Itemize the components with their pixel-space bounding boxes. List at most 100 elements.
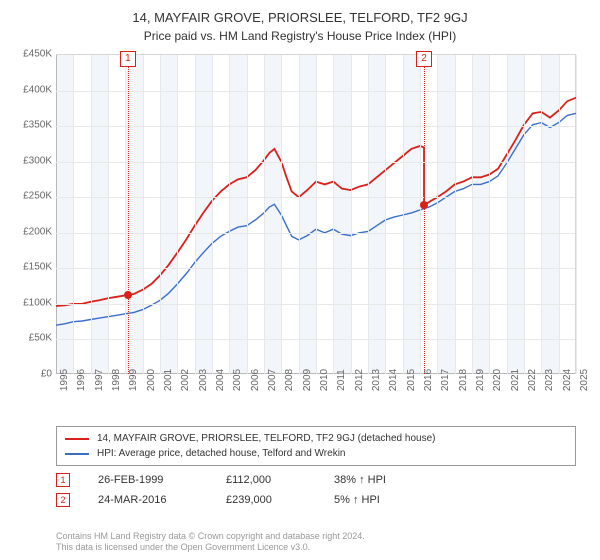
gridline-v <box>351 55 352 374</box>
gridline-v <box>91 55 92 374</box>
y-tick-label: £400K <box>8 84 52 95</box>
gridline-v <box>195 55 196 374</box>
gridline-v <box>385 55 386 374</box>
gridline-v <box>316 55 317 374</box>
gridline-v <box>368 55 369 374</box>
x-tick-label: 2015 <box>406 369 417 391</box>
x-tick-label: 2002 <box>180 369 191 391</box>
sale-marker-flag: 2 <box>416 51 432 67</box>
footer-line: This data is licensed under the Open Gov… <box>56 542 576 554</box>
x-tick-label: 2024 <box>562 369 573 391</box>
y-tick-label: £200K <box>8 226 52 237</box>
sale-marker-box: 1 <box>56 473 70 487</box>
gridline-v <box>212 55 213 374</box>
legend-box: 14, MAYFAIR GROVE, PRIORSLEE, TELFORD, T… <box>56 426 576 466</box>
legend-label: HPI: Average price, detached house, Telf… <box>97 448 346 459</box>
gridline-v <box>73 55 74 374</box>
x-tick-label: 1997 <box>94 369 105 391</box>
x-tick-label: 1999 <box>128 369 139 391</box>
footer-attribution: Contains HM Land Registry data © Crown c… <box>56 531 576 554</box>
y-tick-label: £450K <box>8 49 52 60</box>
sale-delta: 38% ↑ HPI <box>334 474 424 486</box>
x-tick-label: 2019 <box>475 369 486 391</box>
gridline-v <box>143 55 144 374</box>
gridline-v <box>264 55 265 374</box>
legend-label: 14, MAYFAIR GROVE, PRIORSLEE, TELFORD, T… <box>97 433 435 444</box>
legend-swatch <box>65 453 89 455</box>
legend-swatch <box>65 438 89 440</box>
y-tick-label: £50K <box>8 333 52 344</box>
gridline-v <box>559 55 560 374</box>
gridline-v <box>489 55 490 374</box>
gridline-v <box>420 55 421 374</box>
x-tick-label: 2014 <box>388 369 399 391</box>
gridline-v <box>524 55 525 374</box>
sale-marker-dot <box>124 291 132 299</box>
x-tick-label: 2025 <box>579 369 590 391</box>
gridline-v <box>281 55 282 374</box>
plot-area: 12 <box>56 54 576 374</box>
x-tick-label: 2018 <box>458 369 469 391</box>
x-tick-label: 2010 <box>319 369 330 391</box>
gridline-v <box>108 55 109 374</box>
legend-item: 14, MAYFAIR GROVE, PRIORSLEE, TELFORD, T… <box>65 431 567 446</box>
x-tick-label: 2023 <box>544 369 555 391</box>
sale-marker-box: 2 <box>56 493 70 507</box>
gridline-v <box>299 55 300 374</box>
gridline-v <box>541 55 542 374</box>
sale-price: £112,000 <box>226 474 306 486</box>
x-tick-label: 1996 <box>76 369 87 391</box>
gridline-v <box>229 55 230 374</box>
x-tick-label: 2005 <box>232 369 243 391</box>
x-tick-label: 2006 <box>250 369 261 391</box>
sale-marker-dot <box>420 201 428 209</box>
sale-delta: 5% ↑ HPI <box>334 494 424 506</box>
x-tick-label: 1998 <box>111 369 122 391</box>
x-tick-label: 2000 <box>146 369 157 391</box>
sale-date: 26-FEB-1999 <box>98 474 198 486</box>
x-tick-label: 2017 <box>440 369 451 391</box>
gridline-v <box>177 55 178 374</box>
x-tick-label: 2021 <box>510 369 521 391</box>
chart-area: 12 £0£50K£100K£150K£200K£250K£300K£350K£… <box>0 46 600 416</box>
gridline-v <box>437 55 438 374</box>
y-tick-label: £300K <box>8 155 52 166</box>
gridline-v <box>160 55 161 374</box>
legend-item: HPI: Average price, detached house, Telf… <box>65 446 567 461</box>
x-tick-label: 2009 <box>302 369 313 391</box>
gridline-v <box>403 55 404 374</box>
sales-list: 1 26-FEB-1999 £112,000 38% ↑ HPI 2 24-MA… <box>56 470 576 510</box>
sale-row: 2 24-MAR-2016 £239,000 5% ↑ HPI <box>56 490 576 510</box>
y-tick-label: £150K <box>8 262 52 273</box>
gridline-v <box>472 55 473 374</box>
x-tick-label: 2003 <box>198 369 209 391</box>
footer-line: Contains HM Land Registry data © Crown c… <box>56 531 576 543</box>
sale-price: £239,000 <box>226 494 306 506</box>
x-tick-label: 2016 <box>423 369 434 391</box>
chart-container: 14, MAYFAIR GROVE, PRIORSLEE, TELFORD, T… <box>0 0 600 560</box>
x-tick-label: 2022 <box>527 369 538 391</box>
gridline-v <box>247 55 248 374</box>
sale-marker-line <box>128 55 129 374</box>
x-tick-label: 2013 <box>371 369 382 391</box>
sale-marker-flag: 1 <box>120 51 136 67</box>
x-tick-label: 1995 <box>59 369 70 391</box>
gridline-v <box>576 55 577 374</box>
y-tick-label: £100K <box>8 297 52 308</box>
chart-title: 14, MAYFAIR GROVE, PRIORSLEE, TELFORD, T… <box>0 0 600 25</box>
gridline-v <box>125 55 126 374</box>
x-tick-label: 2008 <box>284 369 295 391</box>
chart-subtitle: Price paid vs. HM Land Registry's House … <box>0 25 600 43</box>
sale-date: 24-MAR-2016 <box>98 494 198 506</box>
x-tick-label: 2004 <box>215 369 226 391</box>
x-tick-label: 2012 <box>354 369 365 391</box>
x-tick-label: 2020 <box>492 369 503 391</box>
x-tick-label: 2011 <box>336 369 347 391</box>
x-tick-label: 2007 <box>267 369 278 391</box>
y-tick-label: £0 <box>8 369 52 380</box>
gridline-v <box>455 55 456 374</box>
gridline-v <box>507 55 508 374</box>
y-tick-label: £250K <box>8 191 52 202</box>
sale-marker-line <box>424 55 425 374</box>
gridline-v <box>333 55 334 374</box>
